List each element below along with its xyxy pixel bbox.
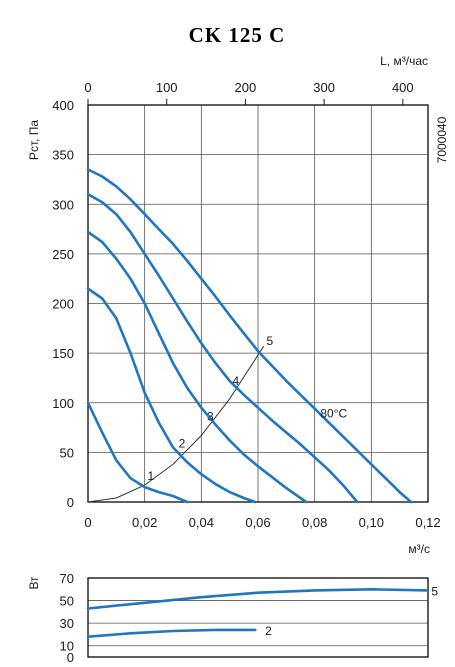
x-tick-label: 0,12 — [415, 515, 440, 530]
y-tick-label: 0 — [67, 495, 74, 510]
top-x-tick-label: 300 — [313, 80, 335, 95]
x-tick-label: 0,08 — [302, 515, 327, 530]
power-y-tick-label: 10 — [60, 639, 74, 654]
x-tick-label: 0,06 — [245, 515, 270, 530]
top-axis-label: L, м³/час — [380, 54, 428, 68]
x-axis-label: м³/с — [408, 542, 430, 556]
power-y-axis-label: Вт — [27, 576, 41, 590]
curve-label: 5 — [267, 334, 274, 348]
power-y-tick-label: 50 — [60, 594, 74, 609]
curve-label: 1 — [148, 469, 155, 483]
y-tick-label: 350 — [52, 148, 74, 163]
plot-frame — [87, 104, 429, 503]
x-tick-label: 0,04 — [189, 515, 214, 530]
power-curve-2 — [86, 628, 257, 638]
curve-label: 3 — [207, 410, 214, 424]
y-tick-label: 300 — [52, 197, 74, 212]
y-tick-label: 200 — [52, 297, 74, 312]
top-x-tick-label: 400 — [392, 80, 414, 95]
curve-label: 4 — [233, 374, 240, 388]
top-x-tick-label: 100 — [156, 80, 178, 95]
y-tick-label: 100 — [52, 396, 74, 411]
y-tick-label: 400 — [52, 98, 74, 113]
curve-4 — [86, 193, 359, 504]
curve-5 — [86, 168, 413, 504]
x-tick-label: 0 — [84, 515, 91, 530]
curve-2 — [86, 287, 257, 504]
system-curve — [87, 345, 265, 503]
power-curve-label: 2 — [265, 624, 272, 638]
top-x-tick-label: 200 — [235, 80, 257, 95]
y-axis-label: Рст, Па — [27, 120, 41, 160]
power-curve-5 — [86, 587, 430, 610]
y-tick-label: 250 — [52, 247, 74, 262]
power-curve-label: 5 — [431, 584, 438, 598]
power-plot-frame — [87, 577, 429, 658]
x-tick-label: 0,10 — [359, 515, 384, 530]
y-tick-label: 50 — [60, 445, 74, 460]
curve-3 — [86, 230, 308, 504]
curve-label: 80°C — [320, 407, 347, 421]
y-tick-label: 150 — [52, 346, 74, 361]
curve-1 — [86, 401, 189, 504]
top-x-tick-label: 0 — [84, 80, 91, 95]
chart-title: CK 125 C — [189, 23, 286, 47]
power-y-tick-label: 30 — [60, 616, 74, 631]
power-y-tick-label: 0 — [67, 650, 74, 665]
curve-label: 2 — [179, 436, 186, 450]
x-tick-label: 0,02 — [132, 515, 157, 530]
power-y-tick-label: 70 — [60, 571, 74, 586]
side-code: 7000040 — [435, 116, 449, 163]
